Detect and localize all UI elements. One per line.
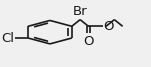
Text: Cl: Cl xyxy=(2,31,14,45)
Text: Br: Br xyxy=(73,5,87,18)
Text: O: O xyxy=(103,20,114,33)
Text: O: O xyxy=(83,35,94,48)
